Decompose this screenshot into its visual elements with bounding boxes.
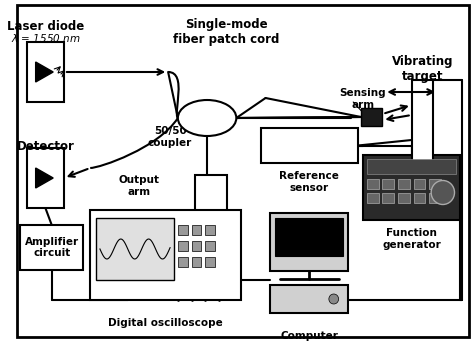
Text: Computer: Computer (281, 331, 338, 341)
Bar (205, 225, 215, 235)
Bar (363, 155, 460, 220)
Bar (275, 218, 344, 256)
Text: Vibrating
target: Vibrating target (392, 55, 453, 83)
Bar (367, 179, 379, 189)
Bar (367, 193, 379, 203)
Bar (398, 179, 410, 189)
Bar (191, 241, 201, 251)
Text: Amplifier
circuit: Amplifier circuit (25, 237, 79, 258)
Bar (191, 225, 201, 235)
Text: Output
arm: Output arm (118, 175, 159, 197)
Text: Single-mode
fiber patch cord: Single-mode fiber patch cord (173, 18, 280, 46)
Bar (411, 80, 433, 170)
Text: Function
generator: Function generator (383, 228, 441, 250)
Bar (429, 193, 441, 203)
Bar (414, 193, 425, 203)
Text: Reference
sensor: Reference sensor (280, 171, 339, 193)
Bar (178, 257, 188, 267)
Bar (195, 175, 227, 225)
Text: Optical gel: Optical gel (179, 233, 243, 243)
Bar (383, 193, 394, 203)
Bar (414, 179, 425, 189)
Bar (261, 128, 358, 163)
Text: Sensing
arm: Sensing arm (340, 88, 386, 110)
Bar (270, 285, 348, 313)
Bar (398, 193, 410, 203)
Bar (191, 257, 201, 267)
Text: 50/50
coupler: 50/50 coupler (148, 126, 192, 148)
Ellipse shape (178, 100, 237, 136)
Bar (27, 148, 64, 208)
Text: $\lambda$ = 1550 $nm$: $\lambda$ = 1550 $nm$ (10, 32, 80, 44)
Bar (367, 159, 456, 174)
Bar (178, 241, 188, 251)
Bar (90, 210, 241, 300)
Bar (429, 179, 441, 189)
Polygon shape (36, 62, 53, 82)
Bar (178, 225, 188, 235)
Text: Laser diode: Laser diode (7, 20, 84, 33)
Bar (383, 179, 394, 189)
Bar (270, 213, 348, 271)
Bar (20, 225, 83, 270)
Text: Digital oscilloscope: Digital oscilloscope (109, 318, 223, 328)
Circle shape (431, 181, 455, 204)
Text: Detector: Detector (17, 140, 74, 153)
Bar (205, 257, 215, 267)
Bar (27, 42, 64, 102)
Bar (361, 108, 383, 126)
Bar (96, 218, 174, 280)
Polygon shape (36, 168, 53, 188)
Circle shape (329, 294, 338, 304)
Bar (205, 241, 215, 251)
